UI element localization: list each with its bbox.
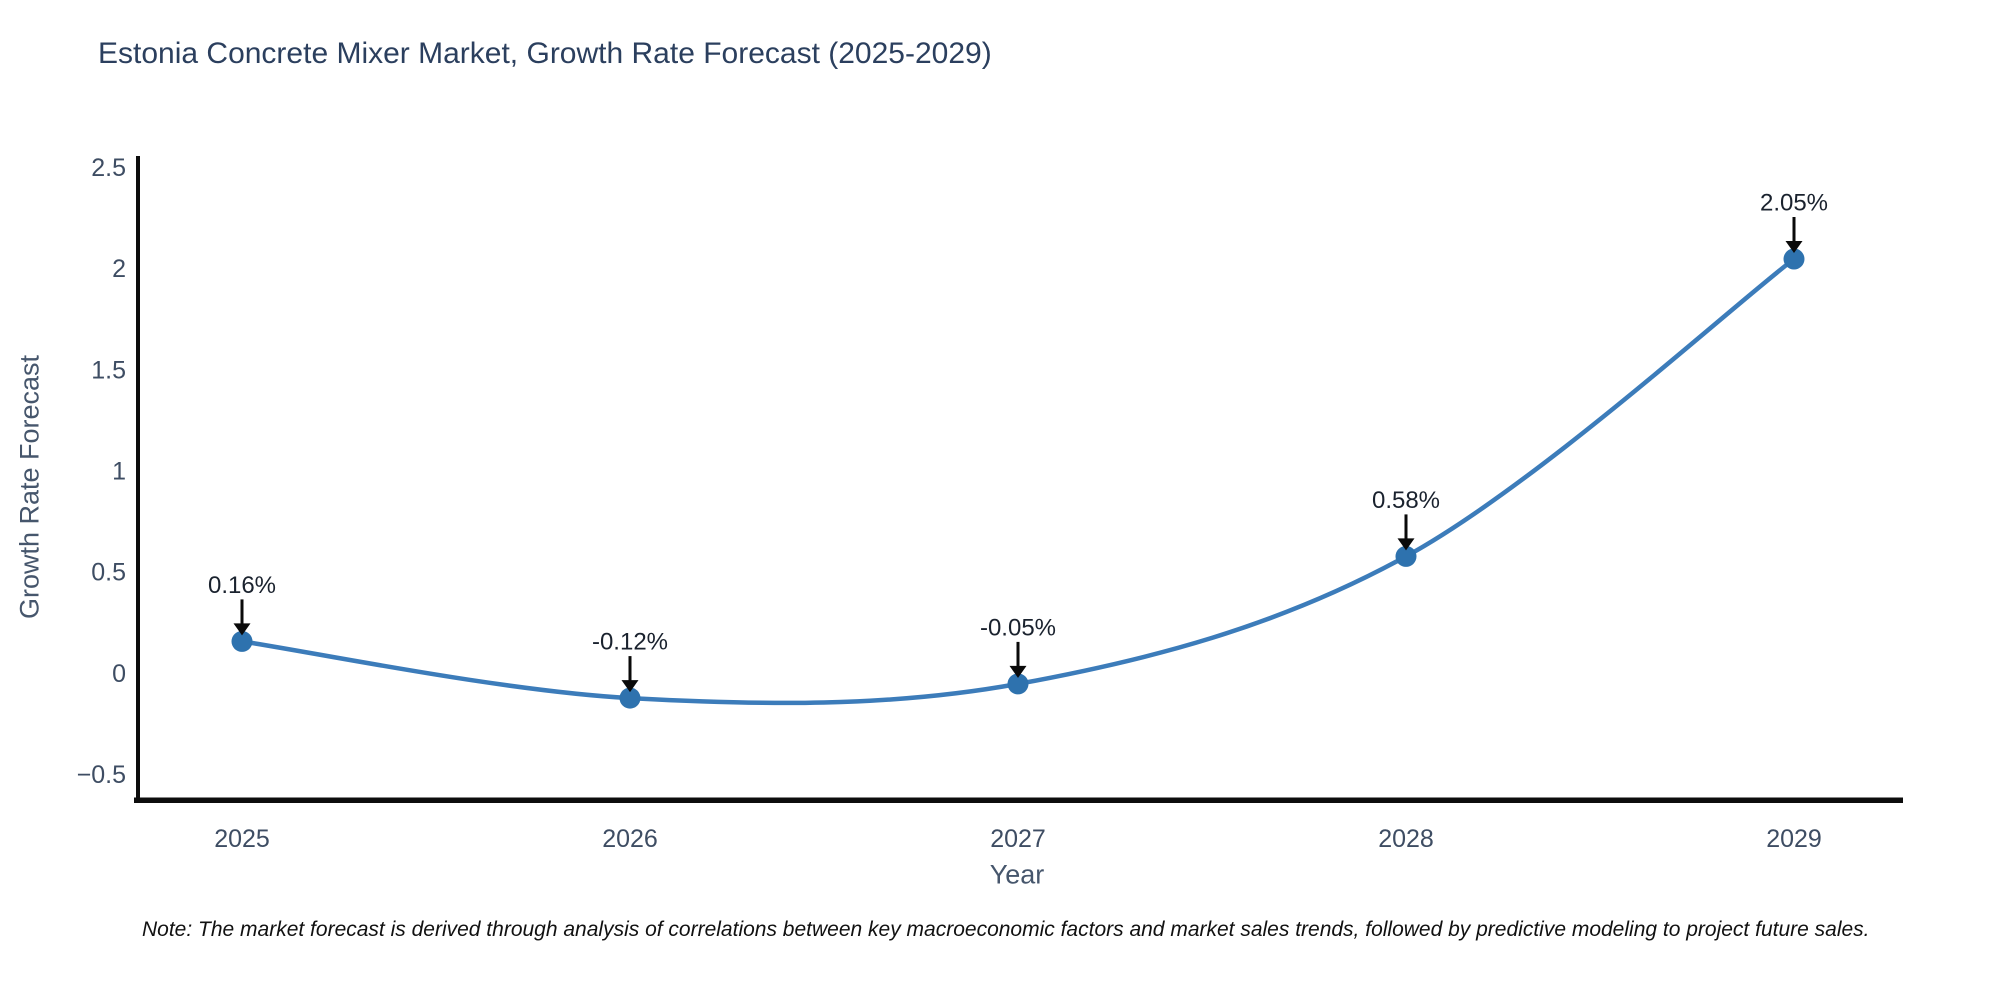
annotations-layer: 0.16% -0.12% -0.05% 0.58% 2.05%	[208, 190, 1828, 693]
y-tick-label: 2	[112, 255, 126, 283]
series-layer	[231, 248, 1805, 709]
y-tick-label: −0.5	[77, 761, 126, 789]
data-point-marker	[619, 687, 641, 709]
y-tick-label: 2.5	[91, 154, 126, 182]
annotation-label: 0.16%	[208, 572, 276, 599]
x-tick-label: 2027	[990, 825, 1046, 853]
y-tick-label: 0.5	[91, 559, 126, 587]
data-point-marker	[231, 630, 253, 652]
annotation-arrowhead	[1397, 538, 1415, 551]
y-axis-spine	[136, 156, 140, 802]
annotation-arrowhead	[1785, 241, 1803, 253]
x-tick-label: 2026	[602, 825, 658, 853]
annotation-label: 2.05%	[1760, 190, 1828, 217]
tick-labels-layer: 2.5 2 1.5 1 0.5 0 −0.5 2025 2026 2027 2028 2029	[77, 154, 1822, 853]
data-point-marker	[1395, 545, 1417, 567]
data-point-marker	[1007, 673, 1029, 695]
y-tick-label: 0	[112, 660, 126, 688]
annotation-label: -0.12%	[592, 629, 668, 656]
annotation-arrowhead	[621, 680, 639, 693]
data-point-marker	[1783, 248, 1805, 270]
annotation-arrowhead	[233, 623, 251, 636]
x-tick-label: 2025	[214, 825, 270, 853]
y-tick-label: 1	[112, 457, 126, 485]
y-tick-label: 1.5	[91, 356, 126, 384]
axes-layer	[134, 156, 1903, 803]
trend-line	[239, 256, 1797, 706]
x-axis-title: Year	[989, 859, 1045, 890]
x-tick-label: 2029	[1766, 825, 1822, 853]
footnote: Note: The market forecast is derived thr…	[142, 918, 1870, 941]
annotation-label: 0.58%	[1372, 487, 1440, 514]
annotation-label: -0.05%	[980, 614, 1056, 641]
annotation-arrowhead	[1009, 665, 1027, 678]
chart-title: Estonia Concrete Mixer Market, Growth Ra…	[98, 37, 992, 70]
x-tick-label: 2028	[1378, 825, 1434, 853]
x-axis-spine	[134, 797, 1903, 803]
